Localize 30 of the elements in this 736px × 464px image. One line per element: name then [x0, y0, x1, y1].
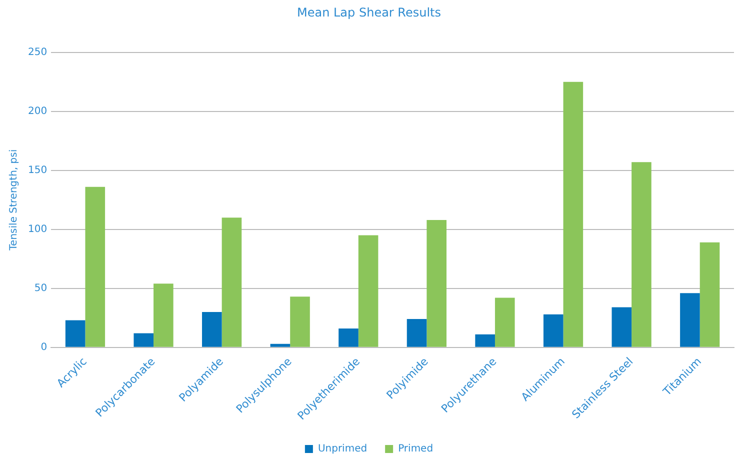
y-axis-title: Tensile Strength, psi	[8, 149, 20, 252]
bar	[563, 82, 584, 347]
bar	[154, 284, 174, 347]
bar	[358, 235, 378, 347]
bar	[494, 298, 515, 347]
bar	[426, 220, 446, 347]
legend-label: Unprimed	[318, 444, 368, 455]
bar	[202, 312, 222, 347]
y-tick-label: 250	[28, 46, 48, 58]
y-tick-label: 200	[28, 106, 48, 117]
chart-title: Mean Lap Shear Results	[296, 5, 442, 20]
bar	[680, 293, 700, 347]
bar	[700, 242, 720, 347]
bar	[85, 186, 106, 347]
bar	[612, 307, 632, 347]
y-tick-label: 50	[34, 282, 48, 294]
bar	[65, 320, 86, 347]
bar	[543, 314, 564, 347]
y-tick-label: 0	[40, 342, 48, 353]
y-tick-label: 150	[28, 164, 48, 176]
bar	[475, 334, 495, 347]
bar	[406, 319, 427, 347]
legend-label: Primed	[398, 444, 434, 455]
bar	[632, 162, 652, 347]
bar	[270, 344, 290, 347]
bar	[134, 333, 154, 347]
y-tick-label: 100	[28, 224, 48, 235]
bar	[290, 296, 310, 347]
bar	[222, 218, 242, 347]
bar	[338, 328, 358, 347]
